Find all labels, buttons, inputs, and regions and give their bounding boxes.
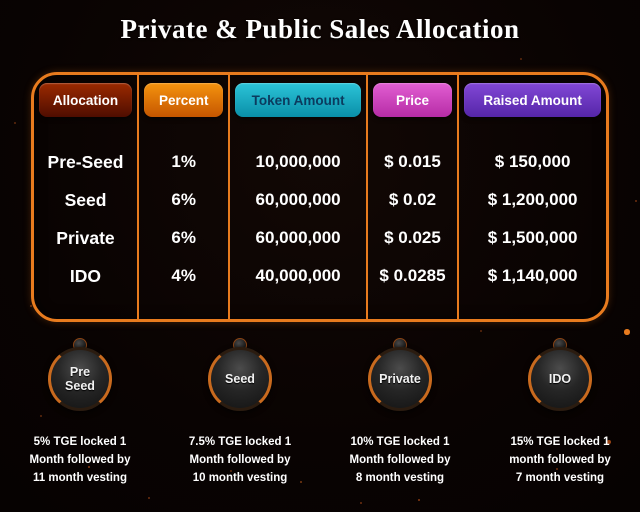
page-title: Private & Public Sales Allocation (120, 14, 520, 44)
table-cell-raised_amount: $ 150,000 (494, 152, 571, 171)
column-header-token-amount: Token Amount (235, 83, 361, 117)
column-cells-token-amount: 10,000,000 60,000,000 60,000,000 40,000,000 (230, 117, 365, 295)
table-cell-price: $ 0.025 (384, 228, 441, 247)
column-header-raised-amount: Raised Amount (464, 83, 601, 117)
table-cell-percent: 6% (171, 190, 196, 209)
table-cell-raised_amount: $ 1,140,000 (487, 266, 578, 285)
table-column-percent: Percent 1% 6% 6% 4% (136, 75, 229, 319)
table-cell-percent: 1% (171, 152, 196, 171)
badge-label: Private (371, 350, 429, 408)
table-cell-percent: 4% (171, 266, 196, 285)
allocation-table: Allocation Pre-Seed Seed Private IDO Percen… (31, 72, 609, 322)
table-cell-price: $ 0.02 (388, 190, 437, 209)
vesting-note: 10% TGE locked 1 Month followed by 8 mon… (349, 436, 451, 484)
table-column-raised-amount: Raised Amount $ 150,000 $ 1,200,000 $ 1,50… (457, 75, 606, 319)
table-column-price: Price $ 0.015 $ 0.02 $ 0.025 $ 0.0285 (365, 75, 458, 319)
vesting-note: 15% TGE locked 1 month followed by 7 mon… (509, 436, 611, 484)
table-cell-allocation: Seed (64, 189, 107, 210)
table-cell-raised_amount: $ 1,500,000 (487, 228, 578, 247)
badge-group: Private 10% TGE locked 1 Month followed b… (320, 338, 480, 487)
table-cell-allocation: Pre-Seed (47, 151, 124, 172)
medal-badge-icon: IDO (526, 338, 594, 414)
badge-label: Pre Seed (51, 350, 109, 408)
column-cells-price: $ 0.015 $ 0.02 $ 0.025 $ 0.0285 (368, 117, 458, 295)
vesting-note: 7.5% TGE locked 1 Month followed by 10 m… (188, 436, 292, 484)
badge-label: Seed (211, 350, 269, 408)
vesting-note: 5% TGE locked 1 Month followed by 11 mon… (29, 436, 131, 484)
vesting-badges-row: Pre Seed 5% TGE locked 1 Month followed b… (0, 338, 640, 487)
badge-label: IDO (531, 350, 589, 408)
column-header-price: Price (372, 83, 453, 117)
table-cell-percent: 6% (171, 228, 196, 247)
medal-badge-icon: Seed (206, 338, 274, 414)
medal-badge-icon: Private (366, 338, 434, 414)
table-cell-price: $ 0.0285 (379, 266, 446, 285)
table-cell-raised_amount: $ 1,200,000 (487, 190, 578, 209)
column-cells-raised-amount: $ 150,000 $ 1,200,000 $ 1,500,000 $ 1,140,0… (459, 117, 606, 295)
column-header-allocation: Allocation (39, 83, 132, 117)
column-cells-percent: 1% 6% 6% 4% (139, 117, 229, 295)
column-header-percent: Percent (143, 83, 224, 117)
table-cell-token_amount: 60,000,000 (255, 228, 341, 247)
table-column-allocation: Allocation Pre-Seed Seed Private IDO (34, 75, 137, 319)
table-cell-token_amount: 40,000,000 (255, 266, 341, 285)
medal-badge-icon: Pre Seed (46, 338, 114, 414)
table-cell-allocation: IDO (69, 265, 102, 286)
table-column-token-amount: Token Amount 10,000,000 60,000,000 60,000,… (228, 75, 365, 319)
badge-group: Pre Seed 5% TGE locked 1 Month followed b… (0, 338, 160, 487)
badge-group: IDO 15% TGE locked 1 month followed by 7 … (480, 338, 640, 487)
table-cell-allocation: Private (56, 227, 115, 248)
table-cell-token_amount: 60,000,000 (255, 190, 341, 209)
column-cells-allocation: Pre-Seed Seed Private IDO (34, 117, 137, 295)
table-cell-price: $ 0.015 (384, 152, 441, 171)
table-cell-token_amount: 10,000,000 (255, 152, 341, 171)
badge-group: Seed 7.5% TGE locked 1 Month followed by … (160, 338, 320, 487)
